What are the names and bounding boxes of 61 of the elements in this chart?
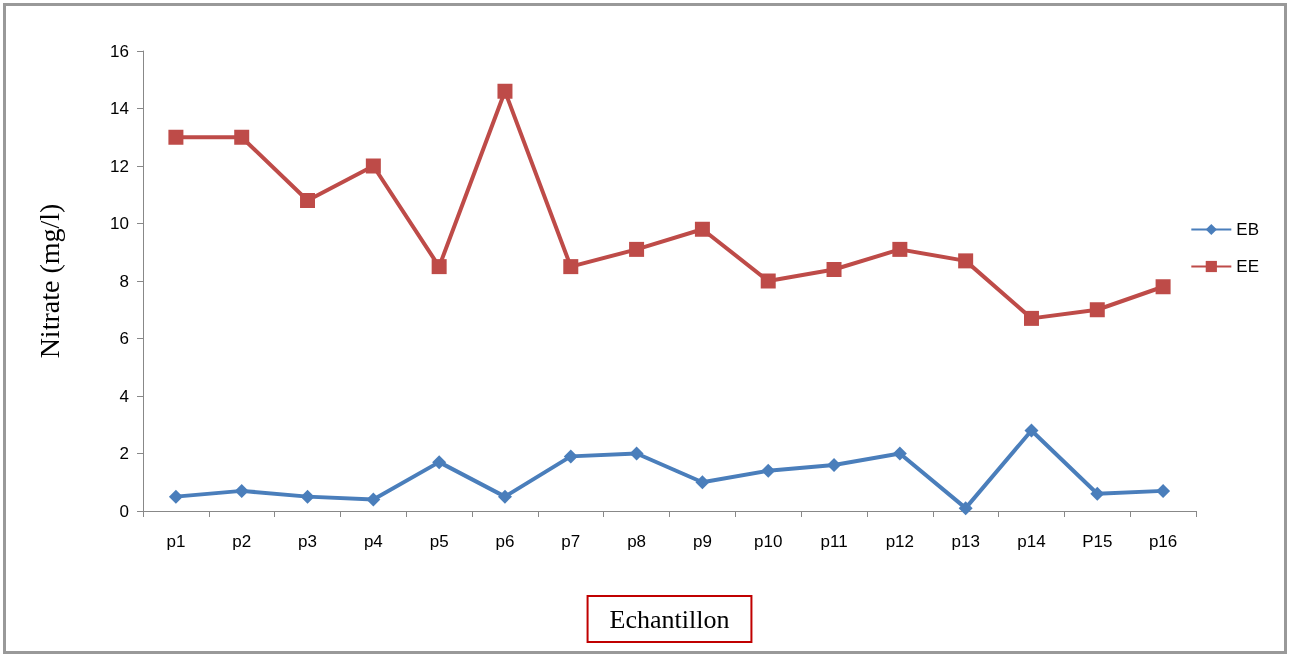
point	[365, 158, 381, 174]
y-tick-label: 6	[119, 329, 129, 348]
x-tick-label: p8	[627, 532, 647, 551]
point	[1090, 486, 1105, 501]
point	[366, 492, 381, 507]
x-tick-label: p6	[495, 532, 515, 551]
point	[761, 463, 776, 478]
point	[563, 449, 578, 464]
point	[432, 455, 447, 470]
point	[234, 483, 249, 498]
point	[826, 262, 842, 277]
point	[497, 489, 512, 504]
y-tick-label: 14	[110, 99, 129, 118]
point	[563, 259, 579, 275]
point	[1156, 483, 1171, 498]
point	[892, 241, 908, 257]
point	[168, 129, 184, 145]
point	[958, 501, 973, 516]
point	[1023, 310, 1039, 326]
y-tick-label: 12	[110, 156, 129, 176]
x-tick-label: p7	[561, 532, 581, 551]
point	[827, 458, 842, 472]
y-tick-label: 8	[119, 271, 129, 291]
y-tick-label: 2	[119, 444, 129, 463]
x-tick-label: p4	[363, 532, 383, 551]
x-tick-label: p5	[429, 532, 449, 551]
point	[300, 489, 315, 504]
point	[431, 259, 447, 275]
point	[629, 446, 644, 461]
point	[497, 83, 513, 99]
x-tick-label: p2	[232, 532, 252, 551]
x-tick-label: p9	[692, 532, 712, 551]
point	[892, 446, 907, 461]
point	[1155, 279, 1171, 295]
x-tick-label: p1	[166, 532, 186, 551]
point	[760, 273, 776, 289]
y-axis-title: Nitrate (mg/l)	[33, 203, 65, 359]
y-tick-label: 16	[110, 41, 129, 61]
x-tick-label: p11	[820, 532, 848, 551]
y-tick-label: 10	[110, 214, 129, 233]
y-tick-label: 0	[119, 501, 129, 521]
x-axis-title: Echantillon	[609, 604, 730, 634]
point	[629, 241, 645, 257]
x-tick-label: p3	[298, 532, 317, 551]
x-tick-label: p14	[1017, 532, 1046, 551]
point	[300, 193, 316, 208]
legend-label: EE	[1236, 257, 1260, 276]
x-tick-label: p12	[885, 532, 915, 551]
x-tick-label: P15	[1082, 532, 1113, 551]
point	[234, 129, 250, 145]
x-tick-label: p13	[951, 532, 980, 551]
point	[958, 253, 974, 269]
point	[695, 475, 710, 490]
y-tick-label: 4	[119, 386, 129, 406]
point	[1024, 423, 1039, 438]
point	[1089, 302, 1105, 318]
point	[694, 221, 710, 237]
x-tick-label: p10	[754, 532, 783, 551]
point	[168, 489, 183, 504]
legend-label: EB	[1236, 220, 1260, 239]
x-tick-label: p16	[1148, 532, 1178, 551]
